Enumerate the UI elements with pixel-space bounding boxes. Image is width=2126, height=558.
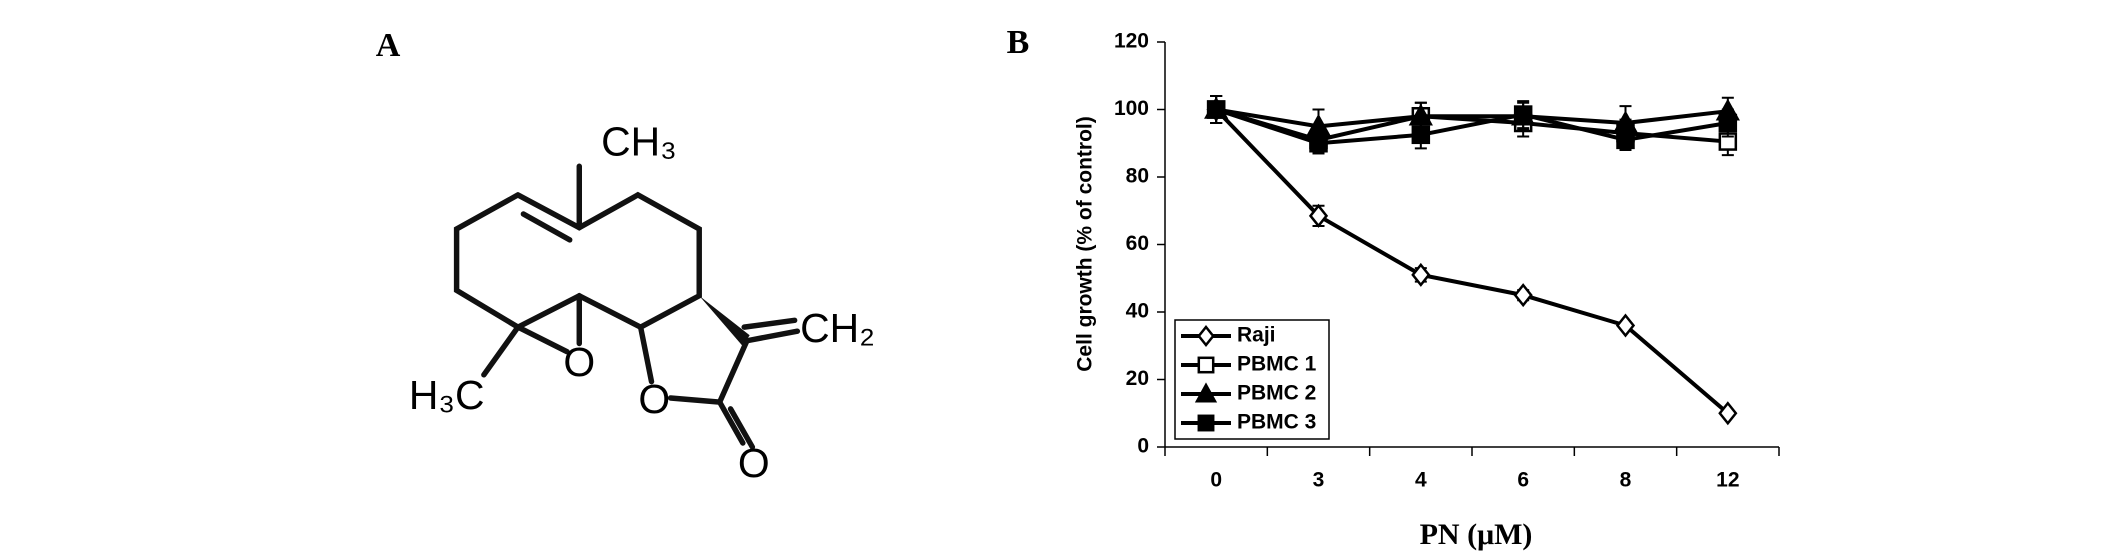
series-line xyxy=(1215,107,1729,129)
panel-label: B xyxy=(1007,24,1030,61)
legend-label: PBMC 1 xyxy=(1237,353,1317,376)
series-line xyxy=(1215,107,1728,144)
data-point xyxy=(1615,313,1636,338)
x-tick-label: 8 xyxy=(1620,469,1632,492)
x-axis-label: PN (μM) xyxy=(1420,518,1533,551)
legend-label: Raji xyxy=(1237,324,1276,347)
legend-marker xyxy=(1194,382,1218,403)
data-point xyxy=(1411,262,1431,287)
x-tick-label: 3 xyxy=(1313,469,1325,492)
bond xyxy=(637,324,756,450)
double-bond xyxy=(741,317,801,344)
wedge xyxy=(699,295,750,347)
y-tick-label: 100 xyxy=(1114,97,1149,120)
x-tick-label: 6 xyxy=(1517,469,1529,492)
double-bond xyxy=(520,211,573,243)
x-tick-label: 12 xyxy=(1716,469,1739,492)
legend-marker xyxy=(1197,324,1215,348)
data-point xyxy=(1309,134,1328,153)
panel-label: A xyxy=(376,27,401,64)
x-tick-label: 0 xyxy=(1210,469,1222,492)
data-point xyxy=(1308,203,1329,228)
data-point xyxy=(1718,401,1738,426)
y-tick-label: 40 xyxy=(1126,300,1149,323)
atom-label: H₃C xyxy=(409,372,485,418)
structure: CH₃ H₃C O O O CH₂ xyxy=(409,118,875,486)
y-tick-label: 20 xyxy=(1126,367,1149,390)
legend-label: PBMC 2 xyxy=(1237,382,1316,405)
legend-marker xyxy=(1197,414,1215,432)
x-tick-label: 4 xyxy=(1415,469,1427,492)
data-point xyxy=(1718,113,1738,133)
legend-marker xyxy=(1197,356,1215,374)
series-line xyxy=(1215,107,1729,146)
series-line xyxy=(1214,108,1730,415)
data-point xyxy=(1513,105,1533,124)
atom-label: O xyxy=(738,440,770,486)
data-point xyxy=(1411,125,1431,145)
y-tick-label: 120 xyxy=(1114,30,1149,53)
y-tick-label: 80 xyxy=(1126,165,1149,188)
bond xyxy=(481,293,583,378)
atom-label: CH₂ xyxy=(800,305,875,351)
y-tick-label: 0 xyxy=(1137,435,1149,458)
atom-label: CH₃ xyxy=(601,118,677,164)
y-tick-label: 60 xyxy=(1126,232,1149,255)
legend-label: PBMC 3 xyxy=(1237,411,1316,434)
atom-label: O xyxy=(563,339,595,385)
data-point xyxy=(1513,283,1533,308)
data-point xyxy=(1616,130,1635,150)
data-point xyxy=(1206,100,1226,119)
y-axis-label: Cell growth (% of control) xyxy=(1074,116,1097,371)
atom-label: O xyxy=(638,376,670,422)
